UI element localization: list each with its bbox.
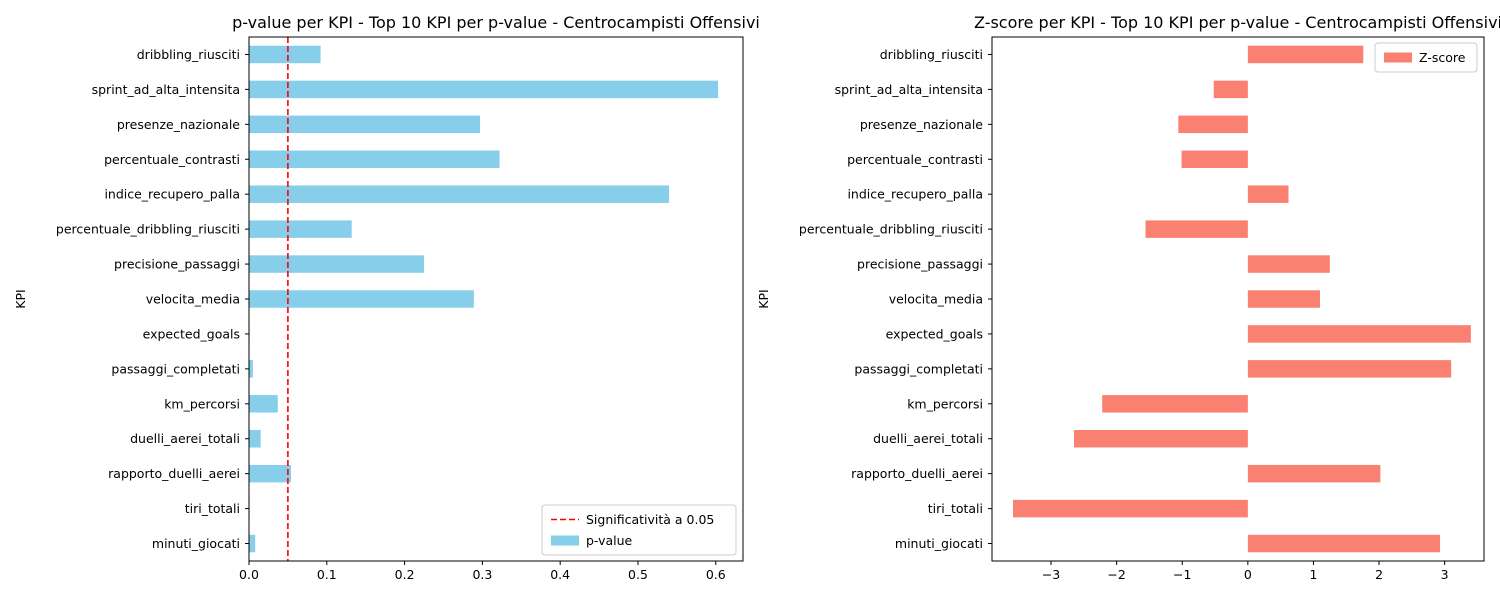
zscore-bar-precisione-passaggi (1247, 255, 1330, 273)
pvalue-chart: p-value per KPI - Top 10 KPI per p-value… (13, 13, 760, 582)
pvalue-bar-minuti-giocati (249, 534, 256, 553)
zscore-bar-percentuale-dribbling-riusciti (1145, 220, 1248, 238)
zscore-bar-rapporto-duelli-aerei (1247, 464, 1381, 483)
pvalue-ytick-label-precisione-passaggi: precisione_passaggi (114, 257, 240, 272)
zscore-ytick-label-velocita-media: velocita_media (889, 292, 983, 307)
pvalue-bar-km-percorsi (249, 395, 278, 413)
zscore-ytick-label-expected-goals: expected_goals (886, 326, 983, 341)
pvalue-legend: Significatività a 0.05 p-value (541, 504, 737, 556)
pvalue-bar-precisione-passaggi (249, 255, 425, 273)
zscore-ytick-label-indice-recupero-palla: indice_recupero_palla (847, 187, 983, 202)
pvalue-bar-percentuale-dribbling-riusciti (249, 220, 352, 238)
pvalue-xtick-label: 0.6 (706, 567, 726, 582)
zscore-ytick-label-passaggi-completati: passaggi_completati (854, 361, 983, 376)
pvalue-bar-dribbling-riusciti (249, 45, 321, 64)
pvalue-ytick-label-sprint-ad-alta-intensita: sprint_ad_alta_intensita (92, 82, 240, 97)
zscore-xtick-label: 1 (1309, 567, 1317, 582)
zscore-chart-ylabel: KPI (756, 289, 771, 308)
zscore-ytick-label-sprint-ad-alta-intensita: sprint_ad_alta_intensita (835, 82, 983, 97)
zscore-ytick-label-km-percorsi: km_percorsi (907, 396, 983, 411)
pvalue-ytick-label-indice-recupero-palla: indice_recupero_palla (104, 187, 240, 202)
pvalue-yticks: dribbling_riusciti sprint_ad_alta_intensi… (56, 47, 249, 551)
zscore-ytick-label-percentuale-contrasti: percentuale_contrasti (847, 152, 983, 167)
zscore-bar-dribbling-riusciti (1247, 45, 1364, 64)
pvalue-legend-box (541, 504, 737, 556)
zscore-plot-frame (991, 36, 1485, 562)
zscore-legend-box (1374, 42, 1478, 73)
zscore-bar-percentuale-contrasti (1181, 150, 1248, 168)
pvalue-ytick-label-expected-goals: expected_goals (143, 326, 240, 341)
zscore-bar-expected-goals (1247, 325, 1471, 343)
pvalue-chart-ylabel: KPI (13, 289, 28, 308)
zscore-chart-title: Z-score per KPI - Top 10 KPI per p-value… (974, 13, 1500, 32)
pvalue-bars (249, 45, 719, 553)
legend-label-significatività a 0.05: Significatività a 0.05 (586, 512, 714, 527)
pvalue-ytick-label-rapporto-duelli-aerei: rapporto_duelli_aerei (108, 466, 240, 481)
legend-label-p-value: p-value (586, 533, 633, 548)
zscore-ytick-label-tiri-totali: tiri_totali (928, 501, 983, 516)
zscore-bar-presenze-nazionale (1178, 115, 1248, 134)
pvalue-ytick-label-presenze-nazionale: presenze_nazionale (117, 117, 240, 132)
pvalue-ytick-label-passaggi-completati: passaggi_completati (111, 361, 240, 376)
zscore-ytick-label-percentuale-dribbling-riusciti: percentuale_dribbling_riusciti (799, 222, 983, 237)
pvalue-ytick-label-percentuale-contrasti: percentuale_contrasti (104, 152, 240, 167)
pvalue-xtick-label: 0.2 (395, 567, 415, 582)
pvalue-xtick-label: 0.4 (550, 567, 570, 582)
pvalue-bar-percentuale-contrasti (249, 150, 500, 168)
pvalue-bar-passaggi-completati (249, 360, 253, 378)
pvalue-bar-indice-recupero-palla (249, 185, 670, 203)
pvalue-xtick-label: 0.1 (317, 567, 337, 582)
pvalue-xticks: 0.0 0.1 0.2 0.3 0.4 0.5 0.6 (239, 561, 726, 582)
zscore-ytick-label-duelli-aerei-totali: duelli_aerei_totali (873, 431, 983, 446)
zscore-xtick-label: −3 (1042, 567, 1060, 582)
zscore-bar-indice-recupero-palla (1247, 185, 1289, 203)
zscore-xtick-label: −1 (1173, 567, 1191, 582)
pvalue-ytick-label-velocita-media: velocita_media (146, 292, 240, 307)
zscore-bar-minuti-giocati (1247, 534, 1441, 553)
zscore-xticks: −3 −2 −1 0 1 2 3 (1042, 561, 1449, 582)
zscore-bar-tiri-totali (1012, 499, 1248, 518)
pvalue-plot-frame (248, 36, 744, 562)
zscore-ytick-label-dribbling-riusciti: dribbling_riusciti (880, 47, 983, 62)
zscore-xtick-label: −2 (1107, 567, 1125, 582)
pvalue-bar-presenze-nazionale (249, 115, 481, 134)
legend-label-z-score: Z-score (1419, 50, 1466, 65)
zscore-xtick-label: 2 (1375, 567, 1383, 582)
zscore-ytick-label-precisione-passaggi: precisione_passaggi (857, 257, 983, 272)
zscore-yticks: dribbling_riusciti sprint_ad_alta_intensi… (799, 47, 992, 551)
pvalue-ytick-label-dribbling-riusciti: dribbling_riusciti (137, 47, 240, 62)
legend-swatch-z-score (1384, 52, 1412, 63)
pvalue-ytick-label-minuti-giocati: minuti_giocati (152, 536, 240, 551)
pvalue-ytick-label-tiri-totali: tiri_totali (185, 501, 240, 516)
pvalue-chart-title: p-value per KPI - Top 10 KPI per p-value… (232, 13, 760, 32)
pvalue-bar-duelli-aerei-totali (249, 430, 261, 448)
pvalue-bar-sprint-ad-alta-intensita (249, 80, 719, 99)
pvalue-ytick-label-km-percorsi: km_percorsi (164, 396, 240, 411)
pvalue-ytick-label-percentuale-dribbling-riusciti: percentuale_dribbling_riusciti (56, 222, 240, 237)
pvalue-xtick-label: 0.0 (239, 567, 259, 582)
zscore-ytick-label-presenze-nazionale: presenze_nazionale (860, 117, 983, 132)
pvalue-xtick-label: 0.5 (628, 567, 648, 582)
zscore-bars (1012, 45, 1471, 553)
zscore-bar-sprint-ad-alta-intensita (1213, 80, 1248, 99)
zscore-ytick-label-minuti-giocati: minuti_giocati (895, 536, 983, 551)
zscore-chart: Z-score per KPI - Top 10 KPI per p-value… (756, 13, 1500, 582)
pvalue-ytick-label-duelli-aerei-totali: duelli_aerei_totali (130, 431, 240, 446)
zscore-xtick-label: 0 (1244, 567, 1252, 582)
zscore-bar-passaggi-completati (1247, 360, 1452, 378)
zscore-ytick-label-rapporto-duelli-aerei: rapporto_duelli_aerei (851, 466, 983, 481)
zscore-bar-duelli-aerei-totali (1074, 430, 1248, 448)
zscore-xtick-label: 3 (1441, 567, 1449, 582)
pvalue-bar-velocita-media (249, 290, 474, 308)
zscore-legend: Z-score (1374, 42, 1478, 73)
pvalue-xtick-label: 0.3 (472, 567, 492, 582)
zscore-bar-velocita-media (1247, 290, 1320, 308)
pvalue-bar-rapporto-duelli-aerei (249, 464, 292, 483)
zscore-bar-km-percorsi (1102, 395, 1248, 413)
legend-swatch-p-value (551, 535, 579, 546)
